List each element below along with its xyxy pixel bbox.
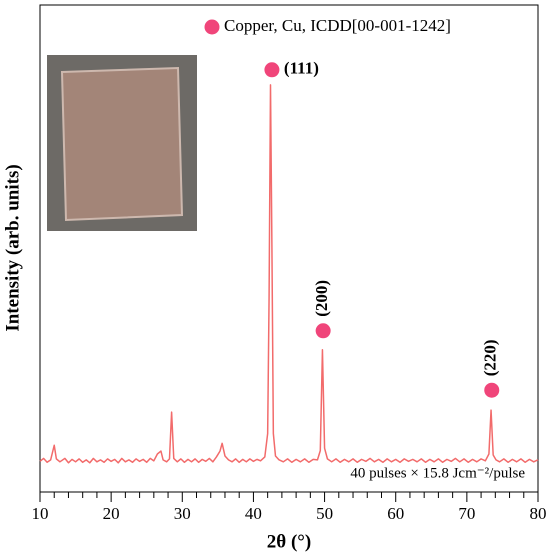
x-tick-label: 60 bbox=[387, 504, 404, 523]
annotation: 40 pulses × 15.8 Jcm⁻²/pulse bbox=[350, 465, 525, 481]
peak-marker bbox=[316, 323, 331, 338]
legend-marker bbox=[205, 20, 220, 35]
peak-marker bbox=[264, 62, 279, 77]
chart: Intensity (arb. units) 2θ (°) 40 pulses … bbox=[0, 0, 552, 553]
x-tick-label: 20 bbox=[103, 504, 120, 523]
x-tick-label: 50 bbox=[316, 504, 333, 523]
photo-sample bbox=[62, 68, 182, 220]
x-tick-label: 80 bbox=[530, 504, 547, 523]
page: {"chart_data": { "type": "line", "x_labe… bbox=[0, 0, 552, 553]
inset-photo bbox=[47, 55, 197, 231]
peak-marker bbox=[484, 383, 499, 398]
peak-label: (220) bbox=[481, 339, 500, 376]
x-tick-label: 10 bbox=[32, 504, 49, 523]
x-tick-label: 30 bbox=[174, 504, 191, 523]
peak-label: (111) bbox=[284, 59, 319, 78]
x-tick-label: 70 bbox=[458, 504, 475, 523]
peak-label: (200) bbox=[312, 280, 331, 317]
legend-label: Copper, Cu, ICDD[00-001-1242] bbox=[224, 16, 451, 35]
x-axis-label: 2θ (°) bbox=[267, 531, 311, 552]
y-axis-label: Intensity (arb. units) bbox=[2, 164, 23, 331]
x-tick-label: 40 bbox=[245, 504, 262, 523]
